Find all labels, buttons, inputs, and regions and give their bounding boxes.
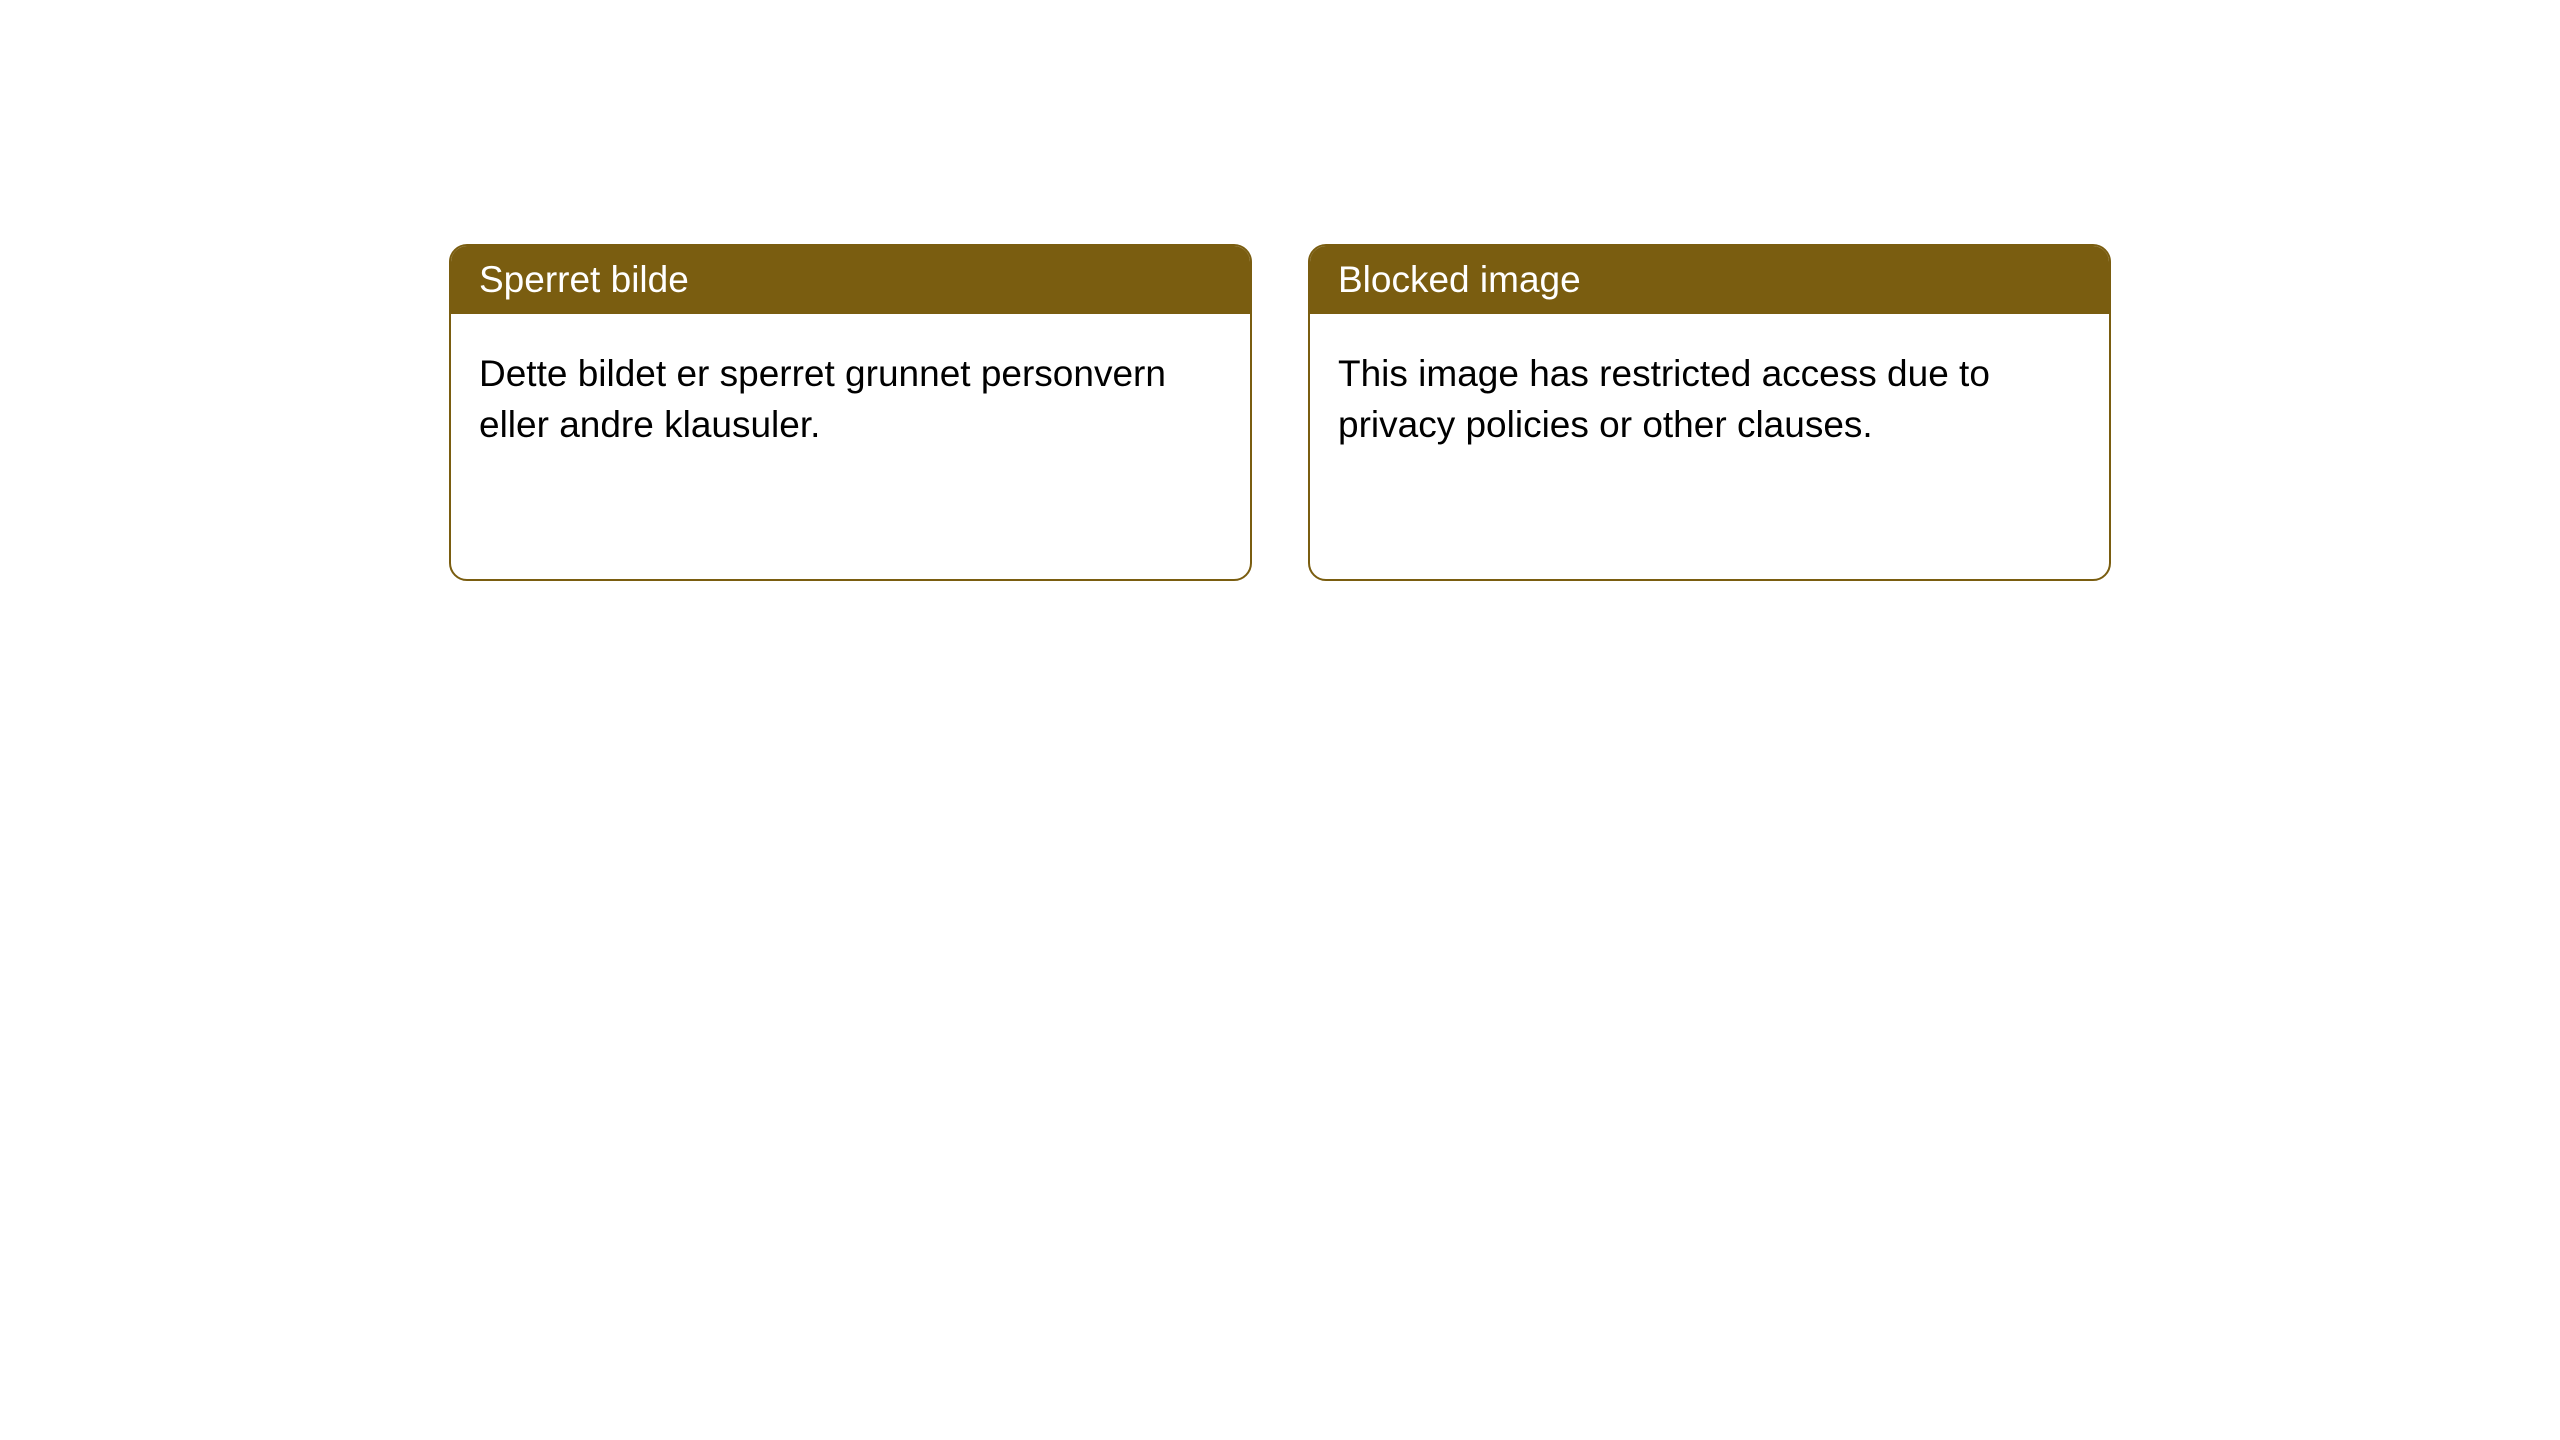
notice-body: This image has restricted access due to … bbox=[1310, 314, 2109, 484]
notice-title: Blocked image bbox=[1310, 246, 2109, 314]
notice-body: Dette bildet er sperret grunnet personve… bbox=[451, 314, 1250, 484]
notice-card-norwegian: Sperret bilde Dette bildet er sperret gr… bbox=[449, 244, 1252, 581]
notice-container: Sperret bilde Dette bildet er sperret gr… bbox=[449, 244, 2111, 581]
notice-title: Sperret bilde bbox=[451, 246, 1250, 314]
notice-card-english: Blocked image This image has restricted … bbox=[1308, 244, 2111, 581]
